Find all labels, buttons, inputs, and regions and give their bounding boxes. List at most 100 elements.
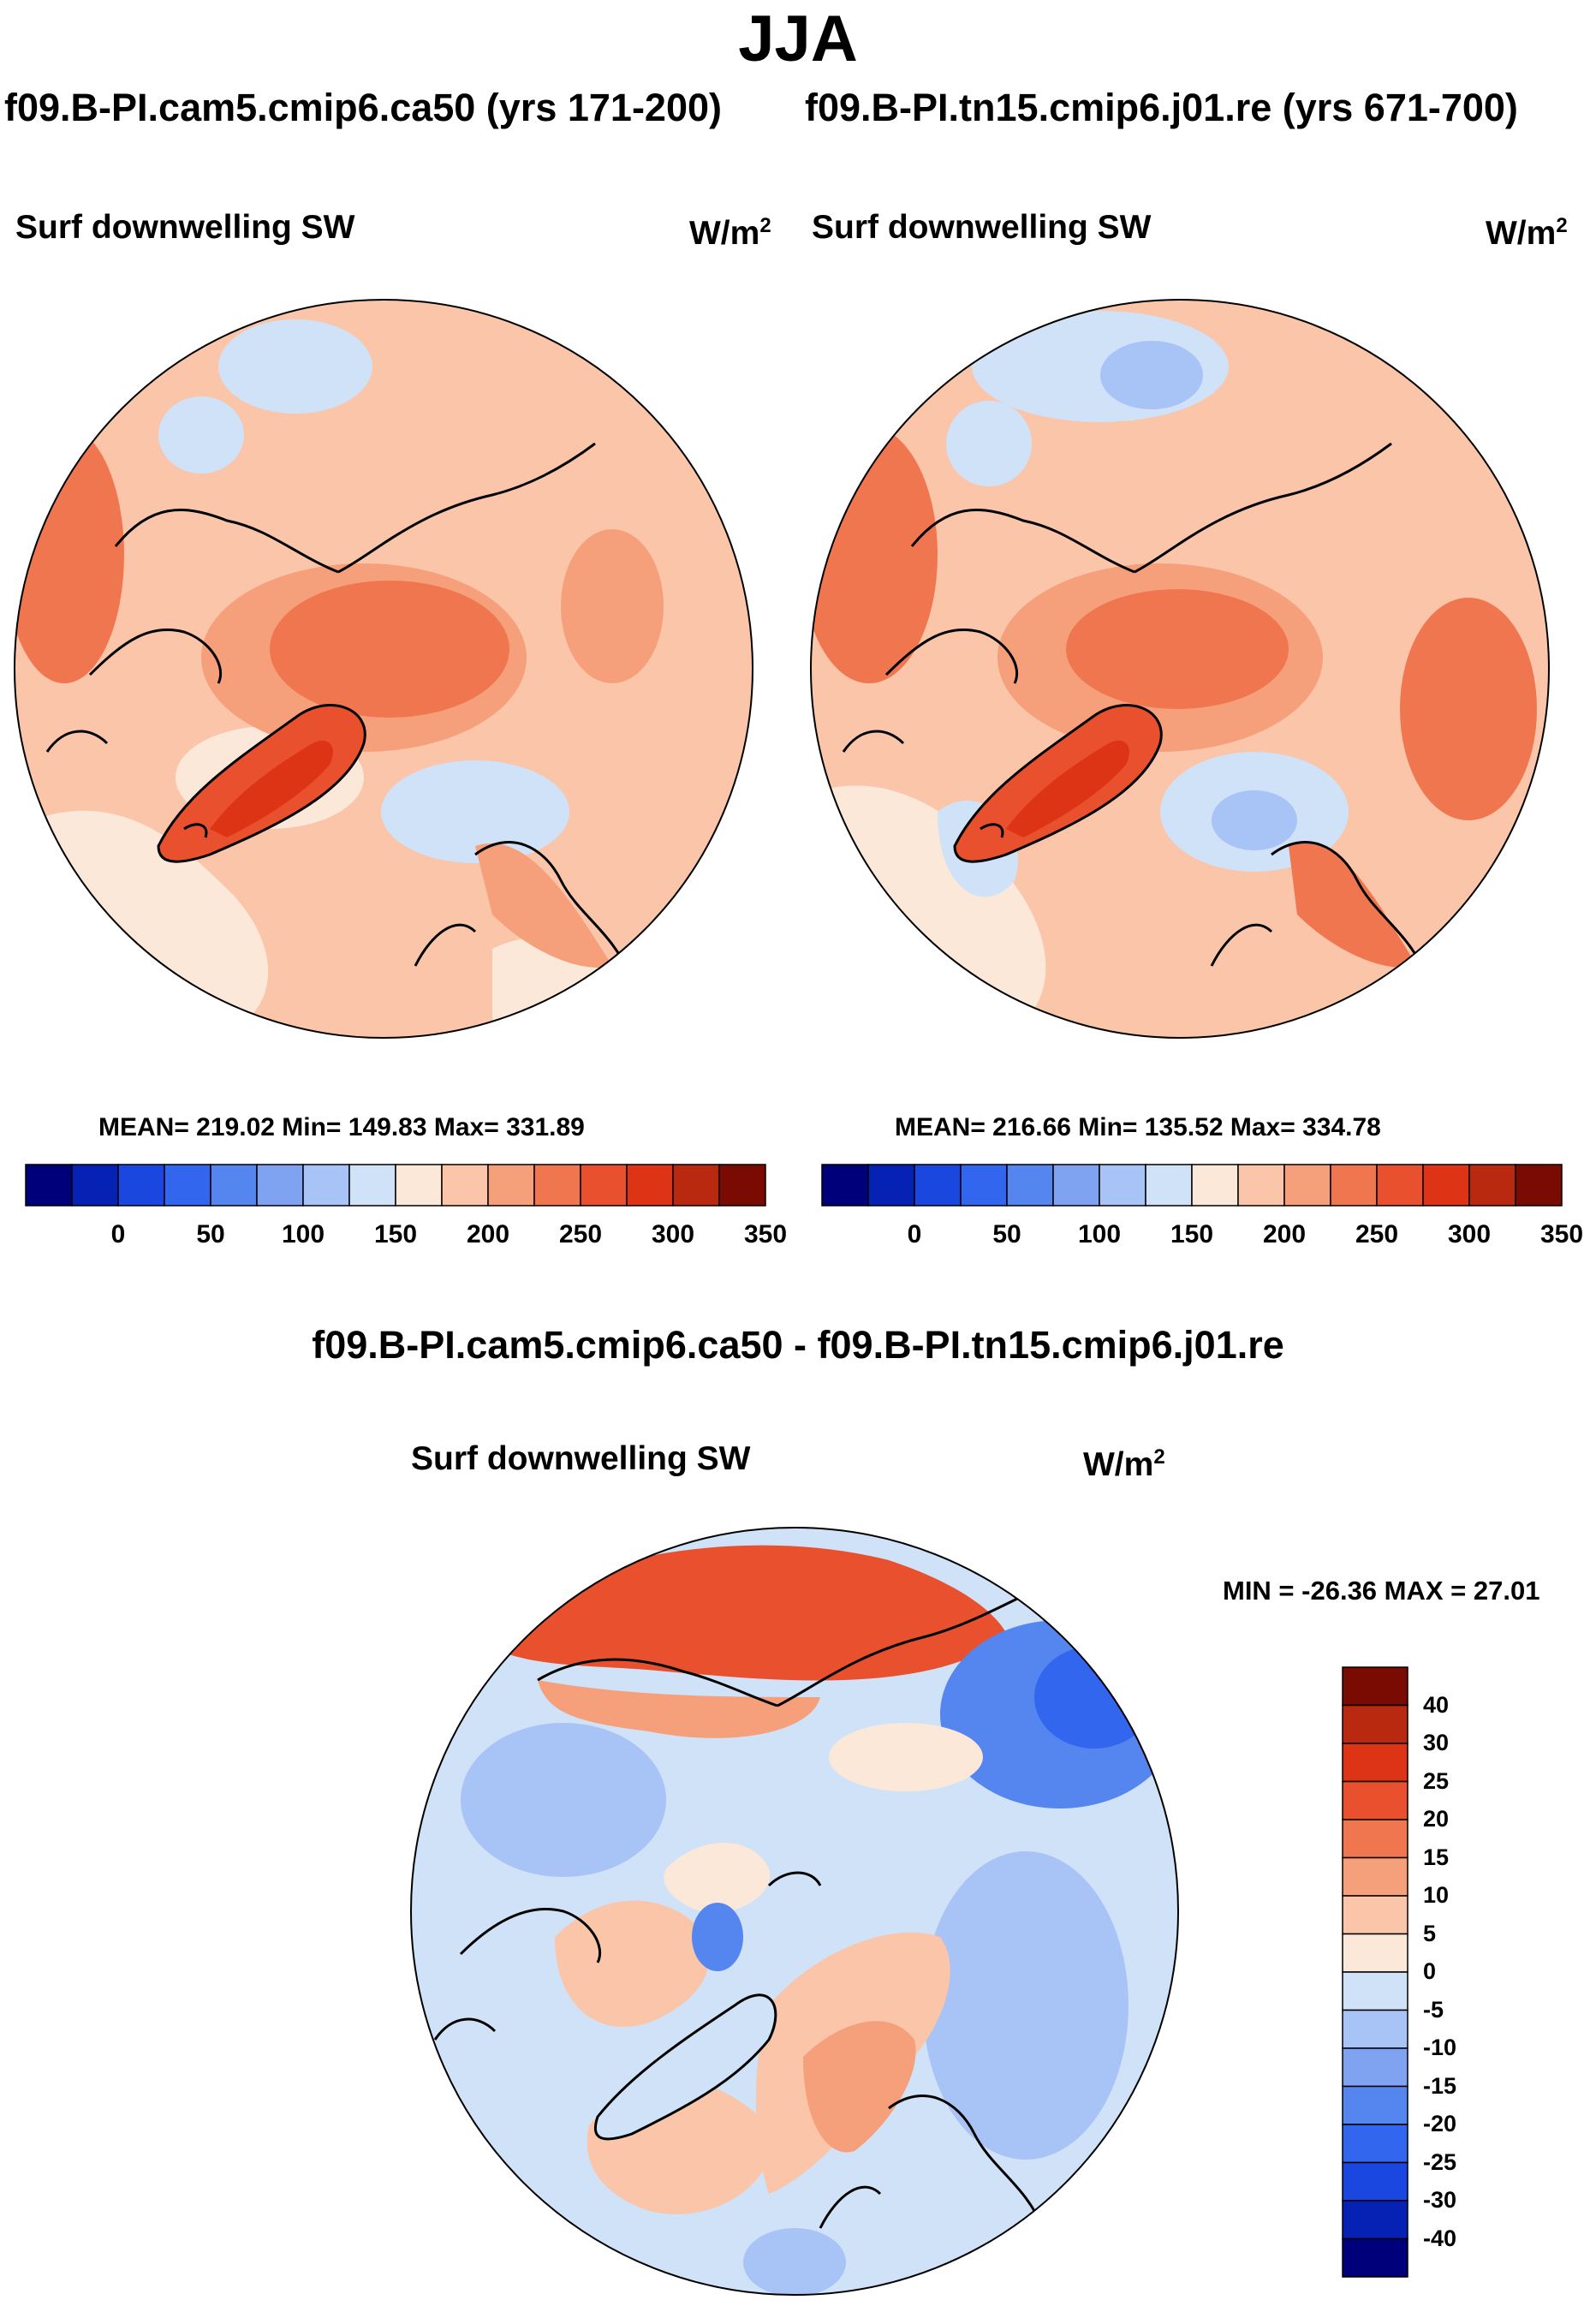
colorbar-diff-tick-label: -20	[1423, 2111, 1457, 2136]
colorbar-b-tick-label: 100	[1077, 1220, 1122, 1248]
colorbar-b-tick-label: 150	[1170, 1220, 1214, 1248]
colorbar-a-swatch	[487, 1164, 535, 1207]
colorbar-b-tick-label: 200	[1262, 1220, 1307, 1248]
colorbar-diff-swatch	[1342, 2237, 1408, 2278]
colorbar-diff-tick-label: -10	[1423, 2035, 1457, 2060]
map-panel-a	[14, 299, 753, 1039]
colorbar-b-swatch	[1330, 1164, 1378, 1207]
colorbar-diff-swatch	[1342, 2124, 1408, 2164]
colorbar-b-swatch	[1099, 1164, 1146, 1207]
colorbar-a-tick-label: 350	[743, 1220, 788, 1248]
colorbar-b-swatch	[1145, 1164, 1193, 1207]
colorbar-a-swatch	[117, 1164, 165, 1207]
panel-a-units: W/m2	[689, 214, 771, 252]
colorbar-a-swatch	[256, 1164, 304, 1207]
colorbar-a-ticks: 0 50 100 150 200 250 300 350	[26, 1220, 787, 1254]
colorbar-b-swatch	[1422, 1164, 1470, 1207]
colorbar-b-swatch	[914, 1164, 962, 1207]
colorbar-diff-ticks: 40 30 25 20 15 10 5 0 -5 -10 -15 -20 -25 -30 -40	[1423, 1667, 1526, 2277]
case-b-title: f09.B-PI.tn15.cmip6.j01.re (yrs 671-700)	[805, 86, 1518, 129]
colorbar-diff-tick-label: -25	[1423, 2148, 1457, 2175]
colorbar-a-swatch	[302, 1164, 350, 1207]
colorbar-a-swatch	[441, 1164, 489, 1207]
map-diff	[410, 1527, 1179, 2296]
colorbar-diff-swatch	[1342, 1933, 1408, 1973]
panel-b-units: W/m2	[1486, 214, 1568, 252]
colorbar-diff-tick-label: 40	[1423, 1691, 1450, 1718]
colorbar-b-tick-label: 350	[1539, 1220, 1584, 1248]
colorbar-diff-swatch	[1342, 1856, 1408, 1897]
colorbar-a-swatch	[164, 1164, 211, 1207]
diff-minmax: MIN = -26.36 MAX = 27.01	[1223, 1576, 1540, 1606]
panel-a-variable: Surf downwelling SW	[15, 209, 355, 246]
colorbar-a-swatch	[348, 1164, 396, 1207]
colorbar-b-tick-label: 0	[907, 1220, 922, 1248]
colorbar-diff-tick-label: -30	[1423, 2187, 1457, 2213]
colorbar-a	[25, 1164, 766, 1207]
colorbar-diff-tick-label: 10	[1423, 1882, 1450, 1908]
map-panel-b	[810, 299, 1550, 1039]
colorbar-b-swatch	[1283, 1164, 1331, 1207]
colorbar-a-swatch	[672, 1164, 720, 1207]
colorbar-b-tick-label: 300	[1447, 1220, 1492, 1248]
colorbar-a-tick-label: 250	[558, 1220, 603, 1248]
panel-b-variable: Surf downwelling SW	[812, 209, 1152, 246]
colorbar-a-tick-label: 50	[196, 1220, 225, 1248]
colorbar-diff	[1342, 1666, 1408, 2278]
colorbar-diff-tick-label: -40	[1423, 2225, 1457, 2251]
colorbar-b	[821, 1164, 1563, 1207]
colorbar-b-tick-label: 250	[1355, 1220, 1399, 1248]
colorbar-diff-tick-label: 20	[1423, 1806, 1450, 1832]
colorbar-a-tick-label: 200	[466, 1220, 510, 1248]
colorbar-diff-tick-label: -15	[1423, 2072, 1457, 2099]
season-title: JJA	[738, 3, 858, 75]
colorbar-diff-tick-label: 0	[1423, 1958, 1437, 1984]
diff-title: f09.B-PI.cam5.cmip6.ca50 - f09.B-PI.tn15…	[312, 1323, 1284, 1367]
colorbar-a-swatch	[718, 1164, 766, 1207]
colorbar-b-swatch	[1006, 1164, 1054, 1207]
colorbar-diff-tick-label: 25	[1423, 1767, 1450, 1794]
colorbar-a-swatch	[533, 1164, 581, 1207]
colorbar-diff-swatch	[1342, 1971, 1408, 2011]
colorbar-diff-swatch	[1342, 1704, 1408, 1744]
colorbar-diff-swatch	[1342, 2009, 1408, 2049]
colorbar-b-swatch	[1515, 1164, 1563, 1207]
colorbar-b-swatch	[867, 1164, 915, 1207]
colorbar-diff-swatch	[1342, 2161, 1408, 2202]
colorbar-diff-tick-label: 30	[1423, 1730, 1450, 1755]
colorbar-a-tick-label: 300	[651, 1220, 695, 1248]
colorbar-a-swatch	[626, 1164, 674, 1207]
colorbar-a-swatch	[25, 1164, 73, 1207]
colorbar-diff-swatch	[1342, 2200, 1408, 2240]
case-a-title: f09.B-PI.cam5.cmip6.ca50 (yrs 171-200)	[4, 86, 722, 129]
colorbar-diff-swatch	[1342, 1819, 1408, 1859]
colorbar-a-tick-label: 0	[110, 1220, 126, 1248]
colorbar-b-swatch	[821, 1164, 869, 1207]
colorbar-b-swatch	[1237, 1164, 1285, 1207]
colorbar-b-tick-label: 50	[992, 1220, 1021, 1248]
colorbar-a-swatch	[580, 1164, 628, 1207]
colorbar-a-tick-label: 100	[281, 1220, 325, 1248]
colorbar-b-swatch	[1052, 1164, 1100, 1207]
colorbar-diff-swatch	[1342, 1780, 1408, 1820]
colorbar-b-swatch	[1191, 1164, 1239, 1207]
diff-variable: Surf downwelling SW	[411, 1440, 751, 1477]
diff-units: W/m2	[1083, 1445, 1165, 1483]
colorbar-diff-tick-label: 15	[1423, 1844, 1450, 1870]
panel-b-stats: MEAN= 216.66 Min= 135.52 Max= 334.78	[895, 1113, 1381, 1141]
panel-a-stats: MEAN= 219.02 Min= 149.83 Max= 331.89	[98, 1113, 585, 1141]
colorbar-diff-swatch	[1342, 2085, 1408, 2125]
colorbar-a-swatch	[395, 1164, 443, 1207]
colorbar-b-swatch	[1376, 1164, 1424, 1207]
colorbar-diff-tick-label: 5	[1423, 1920, 1437, 1946]
colorbar-a-tick-label: 150	[373, 1220, 418, 1248]
colorbar-b-swatch	[1468, 1164, 1516, 1207]
colorbar-diff-tick-label: -5	[1423, 1996, 1444, 2023]
colorbar-diff-swatch	[1342, 1743, 1408, 1783]
colorbar-diff-swatch	[1342, 2047, 1408, 2088]
colorbar-diff-swatch	[1342, 1895, 1408, 1935]
colorbar-b-ticks: 0 50 100 150 200 250 300 350	[822, 1220, 1583, 1254]
colorbar-a-swatch	[210, 1164, 258, 1207]
colorbar-a-swatch	[71, 1164, 119, 1207]
colorbar-b-swatch	[960, 1164, 1008, 1207]
